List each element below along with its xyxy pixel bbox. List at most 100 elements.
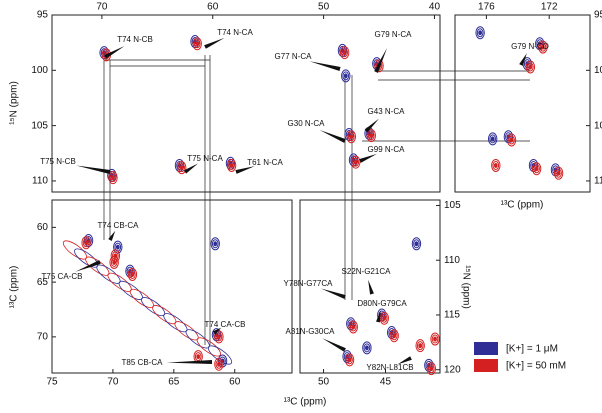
x-tick-label: 60 xyxy=(229,377,241,388)
annotation: T74 CB-CA xyxy=(98,221,140,230)
peak-contour xyxy=(127,267,138,281)
peak-contour xyxy=(478,30,483,36)
peak-contour xyxy=(555,168,562,178)
peak xyxy=(108,171,118,185)
peak-contour xyxy=(195,41,200,47)
peak-contour xyxy=(342,50,347,56)
y-tick-label: 95 xyxy=(37,10,49,21)
y-tick-label: 115 xyxy=(444,310,460,321)
annotation-pointer xyxy=(309,61,341,71)
peak-contour xyxy=(490,136,495,142)
peak xyxy=(226,158,237,172)
y-tick-label: 65 xyxy=(37,277,49,288)
peak-contour xyxy=(475,26,485,40)
diagonal-contour xyxy=(107,272,132,292)
peak-contour xyxy=(109,173,117,183)
peak xyxy=(366,129,376,143)
diagonal-ridge xyxy=(62,240,233,365)
y-tick-label: 110 xyxy=(32,176,48,187)
peak-contour xyxy=(219,356,226,366)
peak-contour xyxy=(428,364,435,374)
diagonal-contour xyxy=(129,288,155,309)
diagonal-contour xyxy=(152,305,177,325)
peak-contour xyxy=(476,28,484,38)
peak xyxy=(525,60,536,74)
peak-contour xyxy=(353,159,358,165)
peak-contour xyxy=(351,155,361,169)
annotation-pointer xyxy=(104,45,125,59)
peak-contour xyxy=(363,343,371,353)
peak-contour xyxy=(534,166,539,172)
peak-contour xyxy=(210,237,220,251)
peak-contour xyxy=(215,332,223,342)
annotation: G99 N-CA xyxy=(368,145,406,154)
y-tick-label: 95 xyxy=(594,10,602,21)
peak-contour xyxy=(214,357,224,371)
y-tick-label: 70 xyxy=(37,332,49,343)
panel-frame xyxy=(454,14,591,193)
annotation: Y82N-L81CB xyxy=(366,363,413,372)
peak xyxy=(538,40,548,54)
y-tick-label: 100 xyxy=(594,65,602,76)
peak-contour xyxy=(431,334,439,344)
annotation-pointer xyxy=(320,288,346,299)
peak xyxy=(109,255,119,269)
peak xyxy=(491,158,501,172)
peak-contour xyxy=(506,133,517,147)
peak-contour xyxy=(84,240,89,246)
annotation-pointer xyxy=(212,327,222,335)
peak xyxy=(346,130,357,144)
peak-contour xyxy=(362,341,372,355)
peak-contour xyxy=(418,343,423,349)
peak-contour xyxy=(533,164,540,174)
diagonal-contour xyxy=(62,240,88,260)
peak-contour xyxy=(429,366,434,372)
peak xyxy=(344,353,355,367)
peak-contour xyxy=(217,334,221,340)
diagonal-contour xyxy=(185,329,210,349)
peak-contour xyxy=(217,361,221,367)
peak xyxy=(127,267,138,281)
peak-contour xyxy=(108,171,118,185)
y-tick-label: 110 xyxy=(594,176,602,187)
peak-contour xyxy=(215,359,223,369)
peak-contour xyxy=(556,170,561,176)
x-tick-label: 50 xyxy=(318,2,330,13)
peak xyxy=(415,339,425,353)
peak xyxy=(362,341,372,355)
annotation-pointer xyxy=(166,360,213,364)
annotation-pointer xyxy=(376,310,381,323)
peak-contour xyxy=(347,357,352,363)
peak xyxy=(210,237,220,251)
peak-contour xyxy=(390,331,398,341)
peak-contour xyxy=(509,137,514,143)
panel-frame xyxy=(299,199,441,374)
peak-contour xyxy=(539,42,547,52)
peak-contour xyxy=(366,129,376,143)
peak-contour xyxy=(348,132,355,142)
peak-contour xyxy=(179,165,184,171)
x-tick-label: 45 xyxy=(380,377,392,388)
peak-contour xyxy=(346,355,353,365)
peak-contour xyxy=(83,234,94,248)
peak-contour xyxy=(349,322,357,332)
y-axis-label: ¹³C (ppm) xyxy=(9,266,20,309)
annotation: T85 CB-CA xyxy=(122,358,164,367)
peak xyxy=(341,69,351,83)
peak xyxy=(351,155,361,169)
legend-label: [K+] = 50 mM xyxy=(506,361,566,372)
annotation-pointer xyxy=(374,47,388,73)
y-tick-label: 105 xyxy=(444,200,461,211)
x-tick-label: 70 xyxy=(107,377,119,388)
peak-contour xyxy=(491,158,501,172)
diagonal-contour xyxy=(196,337,221,357)
peak xyxy=(339,46,350,60)
y-axis-label: ¹⁵N (ppm) xyxy=(9,81,20,125)
x-tick-label: 176 xyxy=(478,2,495,13)
peak-contour xyxy=(348,320,358,334)
peak-contour xyxy=(130,271,135,277)
peak-contour xyxy=(110,257,118,267)
peak xyxy=(411,237,422,251)
legend-swatch xyxy=(474,342,498,355)
